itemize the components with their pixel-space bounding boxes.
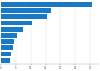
Bar [1, 14, 47, 19]
Bar [1, 2, 92, 7]
Bar [1, 52, 11, 56]
Bar [1, 8, 52, 13]
Bar [1, 45, 13, 50]
Bar [1, 39, 14, 44]
Bar [1, 33, 17, 38]
Bar [1, 58, 10, 63]
Bar [1, 21, 32, 25]
Bar [1, 27, 23, 32]
